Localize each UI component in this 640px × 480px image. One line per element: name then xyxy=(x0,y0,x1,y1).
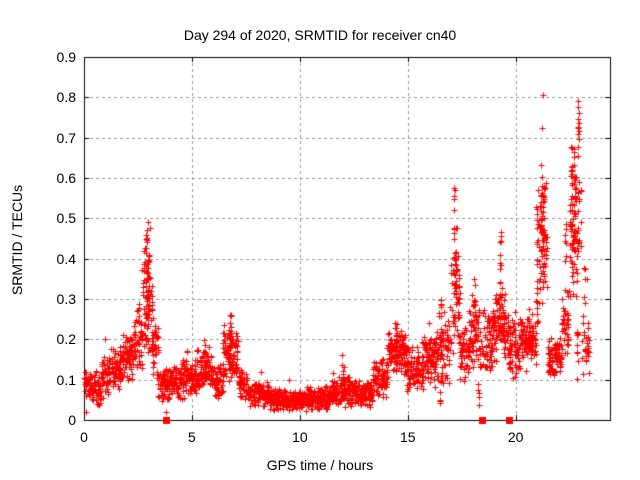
y-tick-label: 0.8 xyxy=(56,89,76,106)
y-tick-label: 0.1 xyxy=(56,371,76,388)
y-tick-label: 0 xyxy=(68,412,76,428)
y-tick-label: 0.5 xyxy=(56,210,76,227)
x-tick-label: 5 xyxy=(188,429,196,445)
x-tick-label: 0 xyxy=(80,429,88,445)
y-tick-label: 0.4 xyxy=(56,250,76,267)
x-tick-label: 20 xyxy=(507,429,524,445)
chart-title: Day 294 of 2020, SRMTID for receiver cn4… xyxy=(183,27,457,43)
y-tick-label: 0.7 xyxy=(56,129,76,146)
y-tick-label: 0.9 xyxy=(56,49,76,65)
x-axis-label: GPS time / hours xyxy=(266,457,374,473)
x-tick-label: 10 xyxy=(292,429,308,445)
y-axis-label: SRMTID / TECUs xyxy=(9,184,25,296)
x-tick-label: 15 xyxy=(399,429,416,445)
y-tick-label: 0.2 xyxy=(56,331,76,348)
y-tick-label: 0.6 xyxy=(56,170,76,186)
y-tick-label: 0.3 xyxy=(56,291,76,307)
